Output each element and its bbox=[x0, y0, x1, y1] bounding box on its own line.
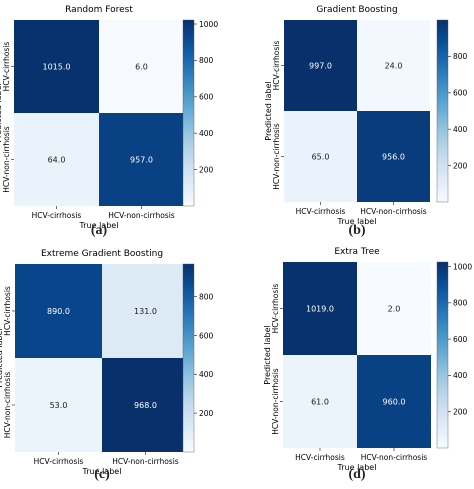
heatmap-cell bbox=[357, 355, 431, 448]
heatmap-cell bbox=[15, 358, 102, 452]
y-tick-label: HCV-non-cirrhosis bbox=[271, 368, 280, 435]
heatmap-cell bbox=[14, 113, 99, 206]
confusion-matrix-panel: Extreme Gradient Boosting 890.0 131.0 53.0 9… bbox=[0, 249, 214, 482]
cell-value-label: 24.0 bbox=[385, 62, 403, 71]
x-tick-label: HCV-cirrhosis bbox=[295, 453, 345, 462]
heatmap-cell bbox=[357, 262, 431, 355]
cell-value-label: 53.0 bbox=[50, 401, 68, 410]
colorbar-tick-label: 400 bbox=[199, 129, 214, 138]
colorbar-tick-label: 800 bbox=[453, 52, 468, 61]
confusion-matrix-panel: Extra Tree 1019.0 2.0 61.0 960.0 HCV-cirrhosi… bbox=[263, 247, 472, 482]
x-tick-label: HCV-non-cirrhosis bbox=[361, 453, 428, 462]
x-axis-label: True label bbox=[337, 463, 377, 472]
cell-value-label: 968.0 bbox=[134, 401, 157, 410]
y-tick-label: HCV-non-cirrhosis bbox=[272, 123, 281, 190]
panel-caption: (b) bbox=[348, 223, 365, 238]
chart-title: Gradient Boosting bbox=[316, 5, 397, 15]
colorbar-tick-label: 800 bbox=[199, 56, 214, 65]
colorbar-tick-label: 200 bbox=[453, 408, 468, 417]
heatmap-cell bbox=[283, 262, 357, 355]
cell-value-label: 64.0 bbox=[48, 156, 66, 165]
colorbar bbox=[436, 19, 449, 203]
heatmap-cell bbox=[102, 358, 189, 452]
colorbar bbox=[436, 261, 449, 449]
cell-value-label: 1019.0 bbox=[306, 305, 334, 314]
chart-title: Extreme Gradient Boosting bbox=[41, 249, 163, 259]
colorbar-tick-label: 400 bbox=[199, 370, 214, 379]
colorbar-tick-label: 1000 bbox=[199, 20, 218, 29]
y-axis-label: Predicted label bbox=[0, 83, 3, 142]
y-axis-label: Predicted label bbox=[264, 81, 273, 140]
x-tick-label: HCV-cirrhosis bbox=[32, 211, 82, 220]
heatmap-cell bbox=[14, 20, 99, 113]
heatmap-cell bbox=[284, 20, 357, 111]
colorbar-tick-label: 600 bbox=[453, 335, 468, 344]
heatmap-cell bbox=[284, 111, 357, 202]
y-tick-label: HCV-cirrhosis bbox=[272, 41, 281, 91]
y-axis-label: Predicted label bbox=[0, 328, 4, 387]
heatmap-cell bbox=[283, 355, 357, 448]
heatmap-cell bbox=[102, 264, 189, 358]
cell-value-label: 131.0 bbox=[134, 307, 157, 316]
confusion-matrix-panel: Random Forest 1015.0 6.0 64.0 957.0 HCV-cirrh… bbox=[0, 5, 218, 238]
colorbar-tick-label: 400 bbox=[453, 125, 468, 134]
cell-value-label: 6.0 bbox=[135, 63, 148, 72]
colorbar-tick-label: 800 bbox=[199, 292, 214, 301]
y-axis-label: Predicted label bbox=[263, 325, 272, 384]
x-tick-label: HCV-cirrhosis bbox=[34, 457, 84, 466]
colorbar-tick-label: 200 bbox=[453, 161, 468, 170]
cell-value-label: 61.0 bbox=[311, 398, 329, 407]
cell-value-label: 2.0 bbox=[388, 305, 401, 314]
panel-caption: (c) bbox=[94, 467, 110, 482]
y-tick-label: HCV-cirrhosis bbox=[2, 42, 11, 92]
cell-value-label: 960.0 bbox=[383, 398, 406, 407]
colorbar-tick-label: 600 bbox=[199, 93, 214, 102]
panel-caption: (a) bbox=[91, 223, 108, 238]
colorbar-tick-label: 600 bbox=[453, 89, 468, 98]
heatmap-cell bbox=[357, 20, 430, 111]
cell-value-label: 957.0 bbox=[130, 156, 153, 165]
x-tick-label: HCV-cirrhosis bbox=[296, 207, 346, 216]
confusion-matrix-panel: Gradient Boosting 997.0 24.0 65.0 956.0 HCV-c… bbox=[264, 5, 468, 238]
x-tick-label: HCV-non-cirrhosis bbox=[108, 211, 175, 220]
chart-title: Random Forest bbox=[65, 5, 133, 15]
colorbar-tick-label: 200 bbox=[199, 409, 214, 418]
colorbar-tick-label: 800 bbox=[453, 299, 468, 308]
colorbar-tick-label: 600 bbox=[199, 331, 214, 340]
cell-value-label: 890.0 bbox=[47, 307, 70, 316]
colorbar bbox=[182, 19, 195, 207]
heatmap-cell bbox=[99, 113, 184, 206]
cell-value-label: 956.0 bbox=[382, 153, 405, 162]
colorbar-tick-label: 1000 bbox=[453, 262, 472, 271]
x-tick-label: HCV-non-cirrhosis bbox=[360, 207, 427, 216]
heatmap-cell bbox=[357, 111, 430, 202]
y-tick-label: HCV-cirrhosis bbox=[271, 284, 280, 334]
heatmap-cell bbox=[15, 264, 102, 358]
y-tick-label: HCV-cirrhosis bbox=[3, 286, 12, 336]
x-axis-label: True label bbox=[82, 467, 122, 476]
colorbar bbox=[182, 263, 195, 453]
colorbar-tick-label: 400 bbox=[453, 371, 468, 380]
cell-value-label: 997.0 bbox=[309, 62, 332, 71]
x-axis-label: True label bbox=[337, 217, 377, 226]
cell-value-label: 65.0 bbox=[312, 153, 330, 162]
x-axis-label: True label bbox=[79, 221, 119, 230]
chart-title: Extra Tree bbox=[334, 247, 380, 257]
x-tick-label: HCV-non-cirrhosis bbox=[112, 457, 179, 466]
colorbar-tick-label: 200 bbox=[199, 165, 214, 174]
panel-caption: (d) bbox=[348, 467, 365, 482]
y-tick-label: HCV-non-cirrhosis bbox=[2, 126, 11, 193]
y-tick-label: HCV-non-cirrhosis bbox=[3, 372, 12, 439]
heatmap-cell bbox=[99, 20, 184, 113]
cell-value-label: 1015.0 bbox=[43, 63, 71, 72]
